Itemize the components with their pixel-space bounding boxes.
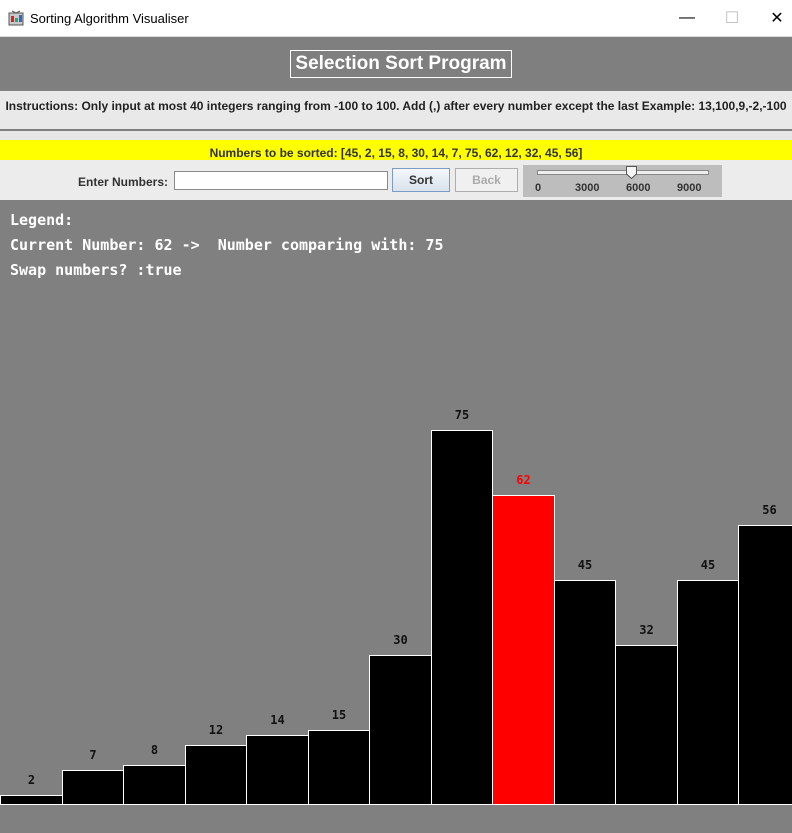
- instructions-text: Instructions: Only input at most 40 inte…: [0, 91, 792, 129]
- legend-heading: Legend:: [10, 211, 74, 229]
- bar: [123, 765, 186, 805]
- controls-panel: Enter Numbers: Sort Back 0 3000 6000 900…: [0, 160, 792, 200]
- bar-chart: 2 7 8 12 14 15 30 75 62 45 32 45 56: [0, 200, 792, 833]
- enter-numbers-label: Enter Numbers:: [78, 175, 169, 189]
- bar: [431, 430, 493, 805]
- numbers-to-sort: Numbers to be sorted: [45, 2, 15, 8, 30,…: [0, 140, 792, 160]
- bar: [554, 580, 616, 805]
- bar: [246, 735, 309, 805]
- program-title: Selection Sort Program: [290, 50, 512, 78]
- bar: [308, 730, 370, 805]
- separator: [0, 131, 792, 140]
- maximize-button[interactable]: ☐: [724, 10, 740, 27]
- bar: [615, 645, 678, 805]
- bar-value-label: 56: [762, 503, 777, 517]
- bar-value-label: 12: [208, 723, 224, 737]
- bar-value-label: 14: [270, 713, 285, 727]
- app-icon: [8, 10, 24, 26]
- sort-button[interactable]: Sort: [392, 168, 450, 192]
- window-title: Sorting Algorithm Visualiser: [30, 11, 189, 26]
- minimize-button[interactable]: —: [679, 9, 695, 26]
- bar: [0, 795, 63, 805]
- slider-ticks: 0 3000 6000 9000: [523, 182, 722, 196]
- slider-tick-label: 9000: [677, 182, 702, 194]
- bar-value-label: 45: [577, 558, 593, 572]
- slider-tick-label: 0: [535, 182, 542, 194]
- speed-slider[interactable]: 0 3000 6000 9000: [523, 165, 722, 197]
- bar: [738, 525, 792, 805]
- bar: [62, 770, 124, 805]
- bar-value-label: 2: [27, 773, 36, 787]
- bar: [677, 580, 739, 805]
- bar-value-label: 45: [700, 558, 716, 572]
- numbers-input[interactable]: [174, 171, 388, 190]
- legend-current-number: Current Number: 62 -> Number comparing w…: [10, 236, 444, 254]
- slider-track[interactable]: [537, 170, 709, 175]
- header-panel: Selection Sort Program Instructions: Onl…: [0, 37, 792, 131]
- slider-thumb[interactable]: [625, 166, 637, 179]
- window-titlebar: Sorting Algorithm Visualiser — ☐ ✕: [0, 0, 792, 37]
- bar-value-label: 75: [454, 408, 470, 422]
- bar-value-label: 30: [393, 633, 408, 647]
- slider-tick-label: 3000: [575, 182, 600, 194]
- slider-tick-label: 6000: [626, 182, 651, 194]
- back-button[interactable]: Back: [455, 168, 518, 192]
- close-button[interactable]: ✕: [770, 10, 784, 27]
- bar: [492, 495, 555, 805]
- bar-value-label: 32: [639, 623, 654, 637]
- bar: [369, 655, 432, 805]
- bar-value-label: 8: [150, 743, 159, 757]
- legend-swap-status: Swap numbers? :true: [10, 261, 182, 279]
- bar-value-label: 62: [516, 473, 531, 487]
- bar-value-label: 7: [89, 748, 97, 762]
- bar: [185, 745, 247, 805]
- bar-value-label: 15: [331, 708, 347, 722]
